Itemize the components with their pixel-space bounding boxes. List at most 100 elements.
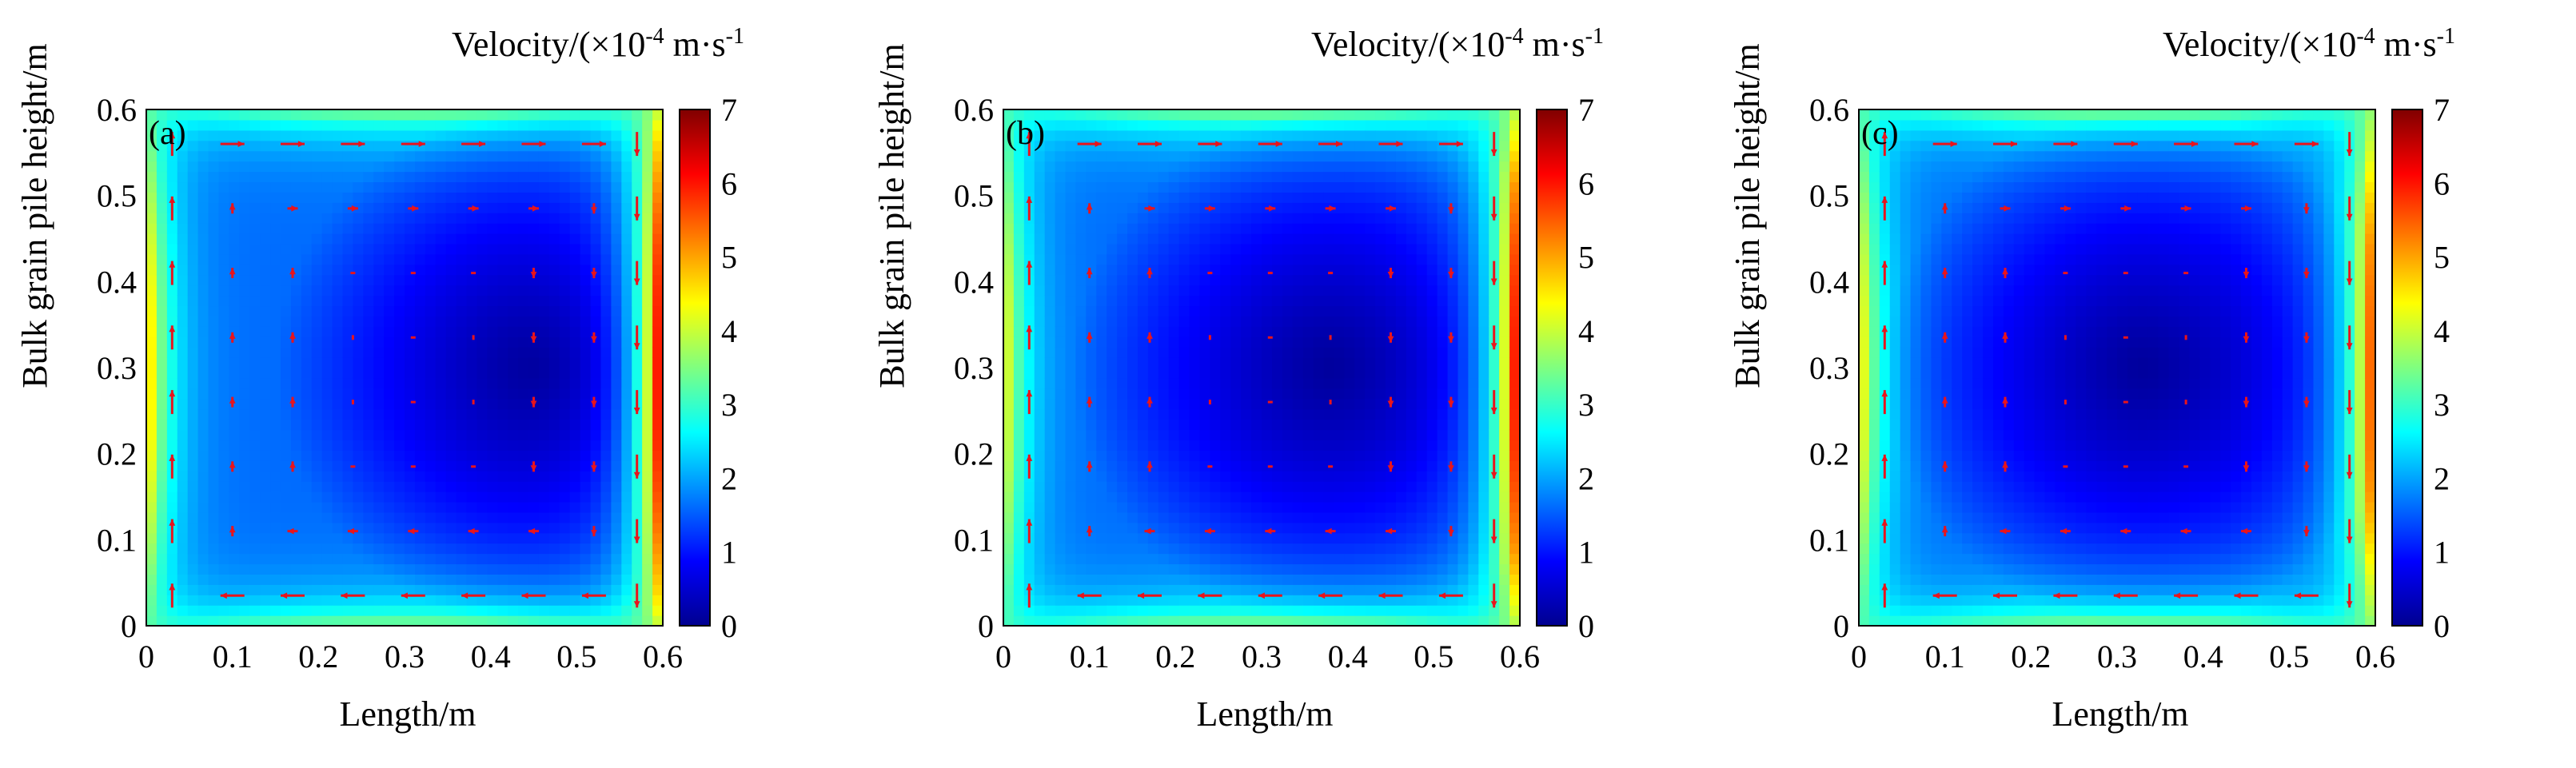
heatmap-cell [260,574,271,585]
heatmap-cell [1044,563,1056,575]
heatmap-cell [466,357,478,368]
heatmap-cell [1282,543,1294,555]
heatmap-cell [249,563,261,575]
heatmap-cell [611,605,622,616]
heatmap-cell [1437,377,1449,389]
heatmap-cell [580,213,592,224]
heatmap-cell [559,595,571,606]
heatmap-cell [187,140,199,152]
heatmap-cell [569,109,581,121]
heatmap-cell [1457,233,1469,245]
heatmap-cell [600,398,612,410]
heatmap-cell [1251,450,1262,461]
heatmap-cell [1457,213,1469,224]
heatmap-cell [518,285,529,296]
heatmap-cell [1055,161,1067,173]
heatmap-cell [445,233,457,245]
heatmap-cell [208,161,220,173]
heatmap-cell [518,408,529,420]
heatmap-cell [508,615,519,627]
heatmap-cell [1354,408,1366,420]
heatmap-cell [1334,429,1345,441]
heatmap-cell [290,429,302,441]
heatmap-cell [466,419,478,431]
heatmap-cell [1447,511,1459,523]
heatmap-cell [1437,357,1449,368]
heatmap-cell [1313,150,1325,162]
heatmap-cell [538,460,550,472]
heatmap-cell [580,161,592,173]
heatmap-cell [642,491,653,503]
heatmap-cell [414,305,426,316]
heatmap-cell [1075,326,1087,337]
heatmap-cell [1354,460,1366,472]
heatmap-cell [487,202,498,213]
heatmap-cell [1437,615,1449,627]
heatmap-cell [177,408,189,420]
heatmap-cell [280,595,292,606]
heatmap-cell [1034,450,1046,461]
heatmap-cell [1251,595,1262,606]
heatmap-cell [445,274,457,286]
heatmap-cell [1137,285,1149,296]
heatmap-cell [632,377,643,389]
heatmap-cell [1127,460,1138,472]
heatmap-cell [1292,161,1304,173]
heatmap-cell [414,429,426,441]
heatmap-cell [445,377,457,389]
heatmap-cell [394,491,405,503]
heatmap-cell [260,398,271,410]
heatmap-cell [405,460,416,472]
heatmap-cell [249,326,261,337]
heatmap-cell [642,605,653,616]
heatmap-cell [1457,181,1469,193]
heatmap-cell [445,109,457,121]
heatmap-cell [1437,419,1449,431]
heatmap-cell [611,377,622,389]
heatmap-cell [652,357,664,368]
heatmap-cell [580,223,592,234]
heatmap-cell [1271,491,1283,503]
heatmap-cell [1127,522,1138,534]
heatmap-cell [249,491,261,503]
heatmap-cell [1230,357,1242,368]
heatmap-cell [1302,150,1314,162]
heatmap-cell [1375,615,1386,627]
heatmap-cell [414,264,426,276]
heatmap-cell [497,140,508,152]
heatmap-cell [1426,171,1438,183]
heatmap-cell [1178,202,1190,213]
heatmap-cell [177,357,189,368]
heatmap-cell [1107,347,1118,358]
heatmap-cell [569,223,581,234]
heatmap-cell [1468,347,1479,358]
heatmap-cell [487,357,498,368]
heatmap-cell [1127,408,1138,420]
heatmap-cell [373,347,385,358]
heatmap-cell [1075,192,1087,203]
heatmap-cell [652,471,664,482]
heatmap-cell [590,419,602,431]
heatmap-cell [1406,615,1418,627]
heatmap-cell [1437,398,1449,410]
heatmap-cell [1282,440,1294,451]
heatmap-cell [1354,295,1366,307]
heatmap-cell [208,171,220,183]
heatmap-cell [1127,150,1138,162]
heatmap-cell [1271,253,1283,265]
heatmap-cell [487,522,498,534]
heatmap-cell [1241,532,1252,544]
heatmap-cell [1375,129,1386,141]
heatmap-cell [1013,429,1025,441]
heatmap-cell [301,377,313,389]
heatmap-cell [1055,574,1067,585]
heatmap-cell [1375,181,1386,193]
heatmap-cell [1406,419,1418,431]
heatmap-cell [1354,243,1366,255]
heatmap-cell [1313,109,1325,121]
heatmap-cell [1426,419,1438,431]
heatmap-cell [1251,377,1262,389]
heatmap-cell [1323,471,1335,482]
heatmap-cell [621,285,632,296]
heatmap-cell [1406,357,1418,368]
